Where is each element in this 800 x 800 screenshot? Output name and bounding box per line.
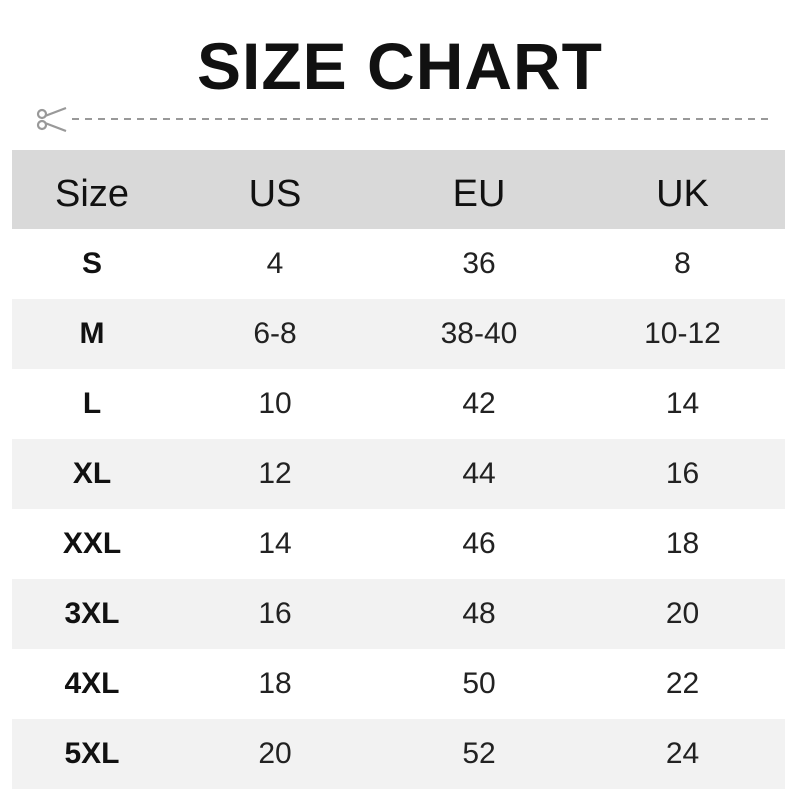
scissors-icon <box>36 106 67 132</box>
cell-us: 20 <box>258 737 292 770</box>
cell-uk: 14 <box>665 387 700 420</box>
cell-eu: 50 <box>462 667 496 700</box>
cell-uk: 22 <box>665 667 700 700</box>
cell-size: 5XL <box>64 737 120 770</box>
cell-us: 12 <box>258 457 292 490</box>
header-uk: UK <box>656 173 709 215</box>
cell-us: 10 <box>258 387 292 420</box>
cell-us: 16 <box>258 597 292 630</box>
cell-us: 6-8 <box>253 317 297 350</box>
table-header: Size US EU UK <box>12 150 785 229</box>
cell-size: M <box>79 317 105 350</box>
cell-size: L <box>82 387 102 420</box>
cell-eu: 52 <box>462 737 496 770</box>
table-row: XXL 14 46 18 <box>12 509 785 579</box>
table-row: 3XL 16 48 20 <box>12 579 785 649</box>
cell-us: 4 <box>266 247 284 280</box>
cell-uk: 16 <box>665 457 700 490</box>
table-row: XL 12 44 16 <box>12 439 785 509</box>
table-row: L 10 42 14 <box>12 369 785 439</box>
cell-uk: 24 <box>665 737 700 770</box>
size-table: Size US EU UK S 4 36 8 M 6-8 38-40 10-12 L 10 42 14… <box>12 150 785 789</box>
cell-eu: 42 <box>462 387 496 420</box>
header-us: US <box>248 173 302 215</box>
table-row: 4XL 18 50 22 <box>12 649 785 719</box>
cut-line <box>36 106 768 132</box>
cell-eu: 46 <box>462 527 496 560</box>
table-row: M 6-8 38-40 10-12 <box>12 299 785 369</box>
cell-uk: 18 <box>665 527 700 560</box>
cell-uk: 20 <box>665 597 700 630</box>
cell-eu: 44 <box>462 457 496 490</box>
header-eu: EU <box>452 173 506 215</box>
cell-uk: 10-12 <box>644 317 721 350</box>
cell-eu: 36 <box>462 247 496 280</box>
page-title: SIZE CHART <box>197 29 603 103</box>
cell-uk: 8 <box>674 247 691 280</box>
table-row: 5XL 20 52 24 <box>12 719 785 789</box>
cell-size: XXL <box>62 527 122 560</box>
cell-eu: 48 <box>462 597 496 630</box>
cell-eu: 38-40 <box>440 317 518 350</box>
cell-size: XL <box>72 457 112 490</box>
cell-us: 18 <box>258 667 292 700</box>
cell-size: 3XL <box>64 597 120 630</box>
cell-size: 4XL <box>64 667 120 700</box>
cell-us: 14 <box>258 527 292 560</box>
header-size: Size <box>55 173 129 215</box>
cell-size: S <box>81 247 102 280</box>
table-row: S 4 36 8 <box>12 229 785 299</box>
